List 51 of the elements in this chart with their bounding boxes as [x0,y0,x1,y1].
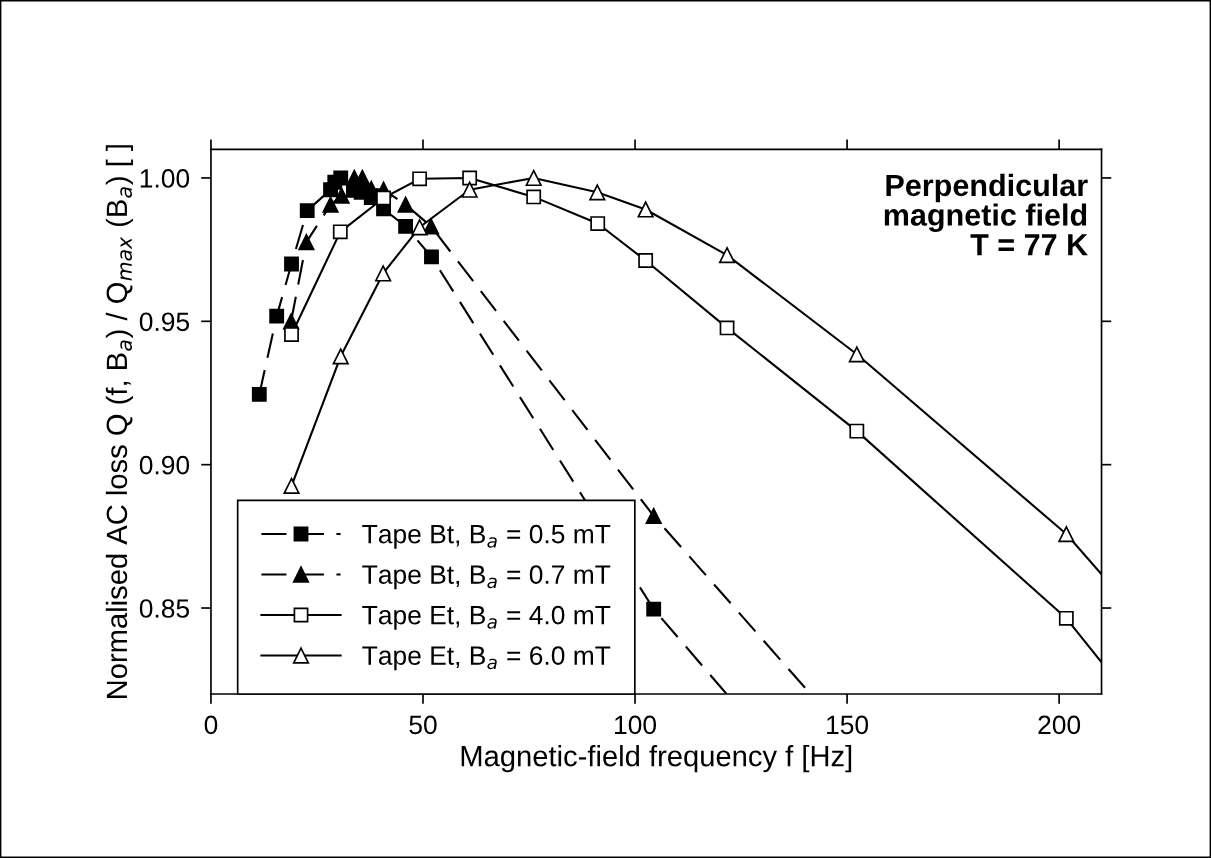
point [412,171,428,187]
point [462,170,478,186]
y-tick-label: 0.90 [139,455,190,475]
y-tick-label: 1.00 [140,169,190,188]
y-tick-label: 0.85 [139,599,190,618]
legend-label: Tape Bt, B$_{a}$ = 0.7 mT [362,565,611,590]
legend-label: Tape Et, B$_{a}$ = 4.0 mT [362,605,611,630]
x-tick-label: 0 [204,715,218,735]
x-tick-label: 100 [615,715,657,735]
point [283,477,300,495]
point [375,265,392,282]
x-tick-label: 50 [409,715,437,735]
point [526,189,542,205]
legend-label: Tape Et, B$_{a}$ = 6.0 mT [362,646,611,671]
point [590,216,606,231]
point [849,423,865,439]
point [269,308,285,324]
point [424,249,439,265]
point [397,196,414,213]
point [646,601,662,617]
point [284,256,299,272]
point [333,187,350,204]
point [718,246,736,264]
point [333,170,349,186]
point [398,218,414,234]
point [299,203,315,219]
point [332,348,349,365]
point [284,327,299,342]
legend-label: Tape Bt, B$_{a}$ = 0.5 mT [362,524,611,549]
x-tick-label: 150 [827,715,869,735]
point [376,190,391,206]
x-tick-label: 200 [1038,715,1081,735]
x-axis-title: Magnetic-field frequency f [Hz] [461,745,852,773]
point [525,169,542,187]
y-axis-title: Normalised AC loss Q (f, B$_{a}$) / Q$_{max}$ (B$_{a}$) [ ] [105,145,133,698]
y-tick-label: 0.95 [139,312,190,332]
point [638,253,654,268]
point [298,234,315,251]
point [1058,525,1075,543]
point [848,346,865,363]
point [461,181,478,198]
point [637,201,654,218]
point [322,196,339,213]
point [719,320,735,336]
point [251,387,267,402]
point [332,224,348,240]
point [589,184,606,201]
point [645,507,662,525]
annotation: Perpendicular magnetic field T = 77 K [884,173,1088,256]
point [1058,610,1074,626]
point [411,219,428,236]
